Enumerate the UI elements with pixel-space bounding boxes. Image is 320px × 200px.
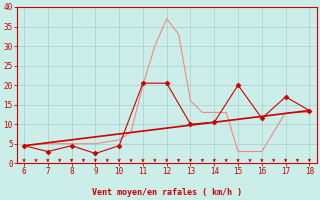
X-axis label: Vent moyen/en rafales ( km/h ): Vent moyen/en rafales ( km/h ) — [92, 188, 242, 197]
